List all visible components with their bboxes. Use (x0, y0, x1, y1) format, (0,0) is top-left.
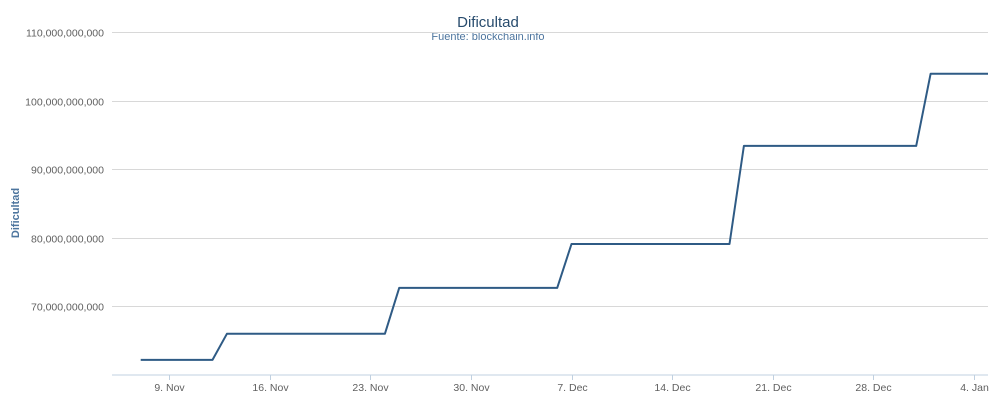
x-tick-label: 7. Dec (557, 382, 587, 394)
y-tick-label: 90,000,000,000 (31, 165, 104, 177)
grid-lines (112, 32, 988, 307)
x-tick-label: 28. Dec (855, 382, 891, 394)
chart-title: Dificultad (457, 14, 519, 31)
x-axis-labels: 9. Nov 16. Nov 23. Nov 30. Nov 7. Dec 14. Dec… (154, 375, 989, 394)
y-axis-labels: 70,000,000,000 80,000,000,000 90,000,000,0… (25, 28, 104, 314)
y-tick-label: 110,000,000,000 (26, 28, 104, 40)
x-tick-label: 23. Nov (352, 382, 389, 394)
x-tick-label: 14. Dec (654, 382, 690, 394)
x-tick-label: 9. Nov (154, 382, 185, 394)
difficulty-series-line (140, 72, 988, 361)
series-group (140, 72, 988, 361)
y-tick-label: 100,000,000,000 (25, 97, 104, 109)
y-tick-label: 80,000,000,000 (31, 234, 104, 246)
chart-subtitle: Fuente: blockchain.info (431, 31, 544, 43)
x-tick-label: 21. Dec (755, 382, 791, 394)
y-axis-title: Dificultad (10, 188, 22, 238)
x-tick-label: 16. Nov (252, 382, 289, 394)
x-tick-label: 4. Jan (960, 382, 989, 394)
x-tick-label: 30. Nov (453, 382, 490, 394)
y-tick-label: 70,000,000,000 (31, 302, 104, 314)
